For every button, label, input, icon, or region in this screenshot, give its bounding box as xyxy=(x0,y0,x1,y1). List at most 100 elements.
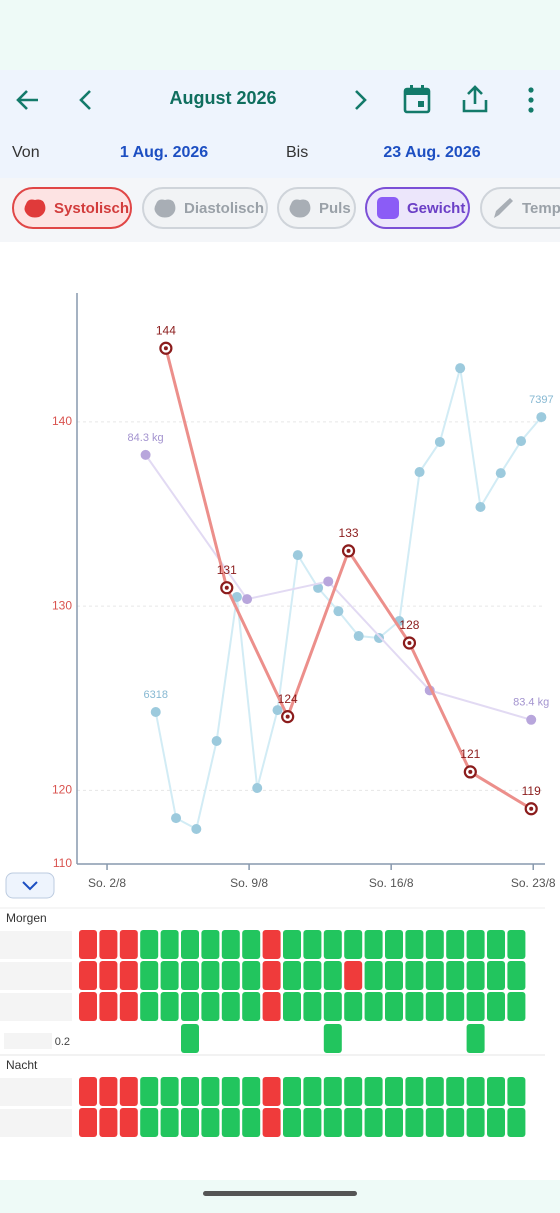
y-tick-label: 130 xyxy=(52,598,72,612)
status-cell xyxy=(446,930,465,959)
status-cell xyxy=(385,1077,403,1106)
value-label: 6318 xyxy=(144,689,168,701)
filter-chip[interactable]: Puls xyxy=(277,187,356,229)
chip-icon xyxy=(24,199,46,218)
status-cell xyxy=(160,930,179,959)
status-cell xyxy=(79,930,97,959)
status-cell xyxy=(262,1108,281,1137)
status-cell xyxy=(487,961,505,990)
status-cell xyxy=(99,1108,118,1137)
value-label: 121 xyxy=(460,747,480,761)
status-cell xyxy=(283,992,301,1021)
filter-chip[interactable]: Diastolisch xyxy=(142,187,268,229)
status-cell xyxy=(446,1077,465,1106)
marker-center xyxy=(224,585,229,590)
point xyxy=(313,582,324,593)
status-cell xyxy=(425,961,444,990)
status-cell xyxy=(201,992,220,1021)
status-cell xyxy=(344,930,363,959)
status-cell xyxy=(79,992,97,1021)
status-cell xyxy=(507,1077,526,1106)
status-cell xyxy=(119,1108,138,1137)
status-cell xyxy=(181,961,199,990)
status-cell xyxy=(140,992,159,1021)
status-cell xyxy=(201,1077,220,1106)
filter-chip[interactable]: Gewicht xyxy=(365,187,470,229)
status-cell xyxy=(221,1108,240,1137)
collapse-button[interactable] xyxy=(5,872,55,899)
status-cell xyxy=(242,1108,261,1137)
chip-icon xyxy=(377,197,399,219)
home-indicator[interactable] xyxy=(203,1191,357,1196)
chip-icon xyxy=(494,198,513,218)
value-label: 7397 xyxy=(529,394,553,406)
status-cell xyxy=(201,1108,220,1137)
filter-chip[interactable]: Systolisch xyxy=(12,187,132,229)
chip-icon xyxy=(154,199,176,218)
share xyxy=(462,85,488,113)
dot xyxy=(528,97,534,103)
status-cell xyxy=(303,930,322,959)
square xyxy=(377,197,399,219)
status-cell xyxy=(466,992,485,1021)
status-cell xyxy=(99,992,118,1021)
to-label: Bis xyxy=(286,144,309,161)
menu-button[interactable] xyxy=(524,86,538,114)
status-cell xyxy=(507,930,526,959)
filter-chip[interactable]: Temp. xyxy=(480,187,560,229)
to-date[interactable]: 23 Aug. 2026 xyxy=(383,144,481,161)
x-tick-label: So. 9/8 xyxy=(230,876,268,890)
point xyxy=(272,705,283,716)
status-cell xyxy=(323,1024,342,1053)
status-cell xyxy=(201,961,220,990)
status-cell xyxy=(140,961,159,990)
status-cell xyxy=(303,992,322,1021)
x-tick-label: So. 16/8 xyxy=(369,876,414,890)
calendar-button[interactable] xyxy=(403,84,431,114)
status-cell xyxy=(242,1077,261,1106)
chip-label: Temp. xyxy=(522,199,560,217)
status-cell xyxy=(466,1024,485,1053)
status-cell xyxy=(160,1077,179,1106)
status-cell xyxy=(344,1077,363,1106)
status-cell xyxy=(119,961,138,990)
chip-label: Puls xyxy=(319,199,351,217)
chip-icon xyxy=(289,199,311,218)
marker-center xyxy=(163,346,168,351)
day xyxy=(418,101,424,107)
point xyxy=(333,606,344,617)
status-cell xyxy=(487,992,505,1021)
status-cell xyxy=(119,930,138,959)
value-label: 144 xyxy=(156,323,176,337)
status-cell xyxy=(79,1108,97,1137)
marker-center xyxy=(529,806,534,811)
marker-center xyxy=(468,769,473,774)
share-button[interactable] xyxy=(460,84,490,114)
status-cell xyxy=(242,930,261,959)
point xyxy=(373,632,384,643)
point xyxy=(536,412,547,423)
back-button[interactable] xyxy=(14,86,42,114)
status-cell xyxy=(385,961,403,990)
status-cell xyxy=(181,992,199,1021)
status-cell xyxy=(364,961,383,990)
status-cell xyxy=(242,992,261,1021)
arrow xyxy=(16,90,38,110)
prev-button[interactable] xyxy=(76,88,96,112)
y-axis-floor-label: 110 xyxy=(53,856,72,870)
from-date[interactable]: 1 Aug. 2026 xyxy=(119,144,209,161)
status-cell xyxy=(344,1108,363,1137)
status-cell xyxy=(425,1077,444,1106)
status-cell xyxy=(99,961,118,990)
value-label: 83.4 kg xyxy=(513,697,549,709)
status-cell xyxy=(221,961,240,990)
row-label-blurred xyxy=(0,931,72,959)
status-cell xyxy=(283,930,301,959)
point xyxy=(191,824,202,835)
row-label-blurred xyxy=(0,1078,72,1106)
status-cell xyxy=(405,961,424,990)
marker-center xyxy=(346,548,351,553)
section-title: Nacht xyxy=(6,1058,38,1072)
next-button[interactable] xyxy=(350,88,370,112)
